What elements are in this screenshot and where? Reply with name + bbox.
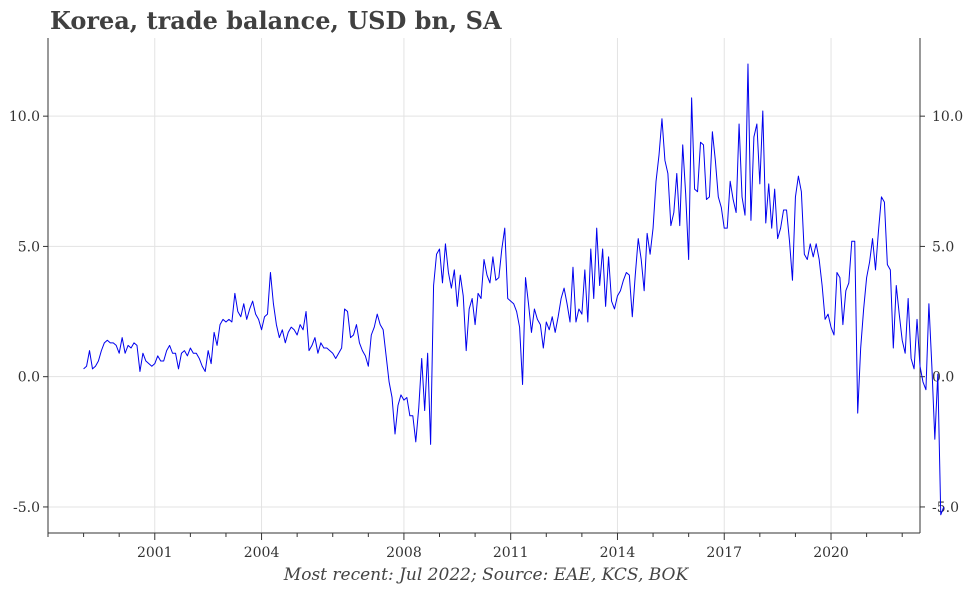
source-note: Most recent: Jul 2022; Source: EAE, KCS,… — [283, 565, 689, 585]
chart-title: Korea, trade balance, USD bn, SA — [50, 6, 502, 35]
x-tick-label: 2011 — [493, 545, 529, 561]
x-tick-label: 2008 — [386, 545, 422, 561]
grid-lines — [48, 38, 920, 533]
axes — [47, 38, 921, 534]
y-tick-label-right: -5.0 — [932, 500, 959, 516]
y-tick-label-left: 5.0 — [18, 239, 40, 255]
y-tick-label-right: 10.0 — [932, 109, 963, 125]
x-tick-label: 2014 — [600, 545, 636, 561]
y-tick-label-right: 5.0 — [932, 239, 954, 255]
x-tick-label: 2004 — [244, 545, 280, 561]
x-tick-label: 2001 — [137, 545, 173, 561]
x-tick-label: 2017 — [706, 545, 742, 561]
x-tick-label: 2020 — [813, 545, 849, 561]
y-tick-label-left: 0.0 — [18, 370, 40, 386]
series-line-trade-balance — [83, 63, 945, 516]
tick-labels: -5.0 -5.0 0.0 0.0 5.0 5.0 10.0 10.0 2001 2004 2008… — [9, 109, 963, 561]
y-tick-label-left: -5.0 — [13, 500, 40, 516]
y-tick-label-right: 0.0 — [932, 370, 954, 386]
y-tick-label-left: 10.0 — [9, 109, 40, 125]
tick-marks — [43, 115, 925, 540]
